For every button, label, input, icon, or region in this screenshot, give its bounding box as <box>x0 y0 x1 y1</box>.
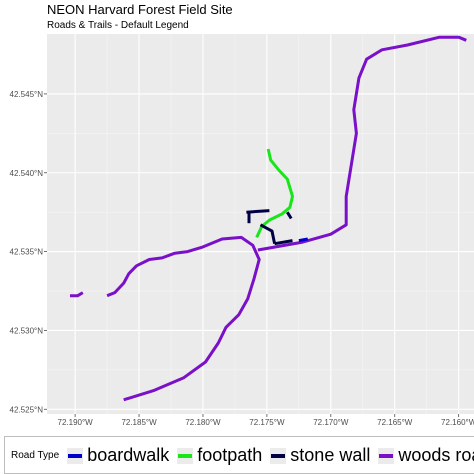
plot-subtitle: Roads & Trails - Default Legend <box>47 20 189 31</box>
map-features <box>70 35 467 402</box>
legend-swatch-footpath <box>178 453 193 458</box>
legend-key-woods-road <box>378 447 395 464</box>
plot-panel <box>47 34 474 414</box>
x-tick-label: 72.170°W <box>313 418 349 427</box>
legend-item-footpath: footpath <box>177 445 262 466</box>
legend-label-footpath: footpath <box>197 445 263 465</box>
legend-key-stone-wall <box>270 447 287 464</box>
legend-label-stone-wall: stone wall <box>290 445 371 465</box>
stone-wall-line <box>274 239 293 246</box>
y-tick-label: 42.530°N <box>10 326 44 335</box>
x-tick-label: 72.165°W <box>377 418 413 427</box>
stone-wall-line <box>286 211 293 220</box>
legend-item-woods-road: woods road <box>378 445 474 466</box>
legend-key-boardwalk <box>67 447 84 464</box>
plot-title: NEON Harvard Forest Field Site <box>47 2 233 17</box>
map-plot: 42.525°N 42.530°N 42.535°N 42.540°N 42.545°N… <box>10 34 474 427</box>
x-axis-ticks: 72.190°W 72.185°W 72.180°W 72.175°W 72.170°W… <box>58 414 474 427</box>
woods-road-line <box>106 235 261 402</box>
boardwalk-line <box>298 237 309 243</box>
footpath-line <box>255 148 294 239</box>
y-tick-label: 42.535°N <box>10 248 44 257</box>
y-tick-label: 42.525°N <box>10 405 44 414</box>
woods-road-line <box>257 35 467 252</box>
legend-inner: Road Type boardwalk footpath stone wall … <box>11 445 474 466</box>
legend-label-woods-road: woods road <box>398 445 474 465</box>
stone-wall-line <box>246 209 270 214</box>
legend-swatch-woods-road <box>379 453 394 458</box>
legend-item-stone-wall: stone wall <box>270 445 370 466</box>
major-gridlines <box>47 34 474 414</box>
legend-swatch-stone-wall <box>271 453 286 458</box>
legend-key-footpath <box>177 447 194 464</box>
minor-gridlines <box>47 34 474 414</box>
legend-title: Road Type <box>11 450 60 461</box>
woods-road-line <box>70 291 84 298</box>
y-tick-label: 42.540°N <box>10 169 44 178</box>
x-tick-label: 72.160°W <box>441 418 474 427</box>
x-tick-label: 72.190°W <box>58 418 94 427</box>
y-tick-label: 42.545°N <box>10 90 44 99</box>
x-tick-label: 72.180°W <box>185 418 221 427</box>
x-tick-label: 72.185°W <box>121 418 157 427</box>
stone-wall-line <box>259 223 277 245</box>
legend-label-boardwalk: boardwalk <box>87 445 170 465</box>
legend-swatch-boardwalk <box>68 453 83 458</box>
x-tick-label: 72.175°W <box>249 418 285 427</box>
legend: Road Type boardwalk footpath stone wall … <box>4 436 474 474</box>
legend-item-boardwalk: boardwalk <box>67 445 169 466</box>
y-axis-ticks: 42.525°N 42.530°N 42.535°N 42.540°N 42.545°N <box>10 90 47 414</box>
